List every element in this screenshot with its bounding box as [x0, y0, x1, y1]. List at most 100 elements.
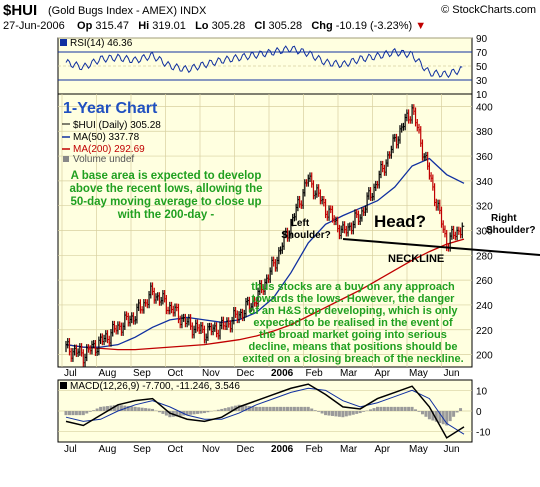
close-label: Cl [254, 20, 266, 32]
month-tick-label: Oct [168, 368, 184, 379]
price-tick-label: 300 [476, 227, 493, 238]
macd-histogram-bar [116, 404, 120, 411]
macd-histogram-bar [279, 406, 283, 411]
macd-histogram-bar [85, 411, 89, 414]
ma200-line [65, 238, 465, 351]
price-legend: $HUI (Daily) 305.28 MA(50) 337.78 MA(200… [62, 120, 161, 165]
macd-histogram-bar [410, 406, 414, 411]
month-tick-label: 2006 [271, 368, 294, 379]
macd-histogram-bar [330, 411, 334, 416]
macd-histogram-bar [396, 406, 400, 411]
month-tick-label: Dec [237, 368, 255, 379]
annotation-line: with the 200-day - [117, 209, 215, 221]
macd-histogram-bar [74, 411, 78, 416]
month-tick-label: Apr [375, 444, 391, 455]
macd-histogram-bar [227, 407, 231, 411]
macd-tick-label: -10 [476, 428, 491, 439]
price-tick-label: 340 [476, 177, 493, 188]
annotation-line: towards the lows. However, the danger [252, 293, 456, 305]
macd-histogram-bar [344, 411, 348, 417]
macd-histogram-bar [140, 407, 144, 411]
macd-histogram-bar [67, 411, 71, 416]
ticker-symbol: $HUI [3, 2, 38, 19]
macd-histogram-bar [337, 411, 341, 417]
macd-histogram-bar [448, 411, 452, 422]
price-grid [58, 94, 472, 367]
macd-histogram-bar [265, 406, 269, 411]
macd-histogram-bar [403, 406, 407, 411]
macd-histogram-bar [78, 411, 82, 416]
macd-histogram-bar [102, 406, 106, 411]
macd-legend-swatch [60, 382, 67, 389]
month-tick-label: Mar [340, 444, 358, 455]
annotation-line: Left [291, 218, 310, 229]
open-value: 315.47 [95, 20, 130, 32]
macd-histogram-bar [358, 411, 362, 414]
macd-histogram-bar [88, 411, 92, 412]
month-tick-label: Apr [375, 368, 391, 379]
annotation-line: Right [491, 213, 517, 224]
macd-histogram-bar [320, 411, 324, 414]
month-tick-label: Jun [444, 444, 460, 455]
macd-histogram-bar [230, 406, 234, 411]
ticker-description: (Gold Bugs Index - AMEX) INDX [48, 5, 207, 17]
month-tick-label: Sep [133, 444, 151, 455]
macd-histogram-bar [313, 410, 317, 411]
macd-histogram-bar [334, 411, 338, 417]
month-tick-label: Nov [202, 368, 220, 379]
rsi-axis: 90 70 50 30 10 [476, 34, 488, 101]
price-tick-label: 360 [476, 152, 493, 163]
month-tick-label: 2006 [271, 444, 294, 455]
month-tick-label: Dec [237, 444, 255, 455]
macd-histogram-bar [438, 411, 442, 423]
macd-histogram-bar [254, 406, 258, 411]
macd-histogram-bar [64, 411, 68, 416]
macd-histogram-bar [196, 411, 200, 414]
month-tick-label: Mar [340, 368, 358, 379]
macd-histogram-bar [268, 406, 272, 411]
high-value: 319.01 [152, 20, 186, 32]
macd-histogram-bar [348, 411, 352, 416]
rsi-tick-label: 90 [476, 34, 488, 45]
macd-histogram-bar [282, 406, 286, 411]
macd-legend: MACD(12,26,9) -7.700, -11.246, 3.546 [70, 381, 240, 392]
macd-histogram-bar [452, 411, 456, 417]
macd-histogram-bar [431, 411, 435, 421]
macd-histogram-bar [372, 408, 376, 411]
macd-histogram-bar [106, 406, 110, 411]
price-axis: 400 380 360 340 320 300 280 260 240 220 200 [476, 102, 493, 361]
quote-line: 27-Jun-2006 Op 315.47 Hi 319.01 Lo 305.2… [3, 20, 426, 32]
price-tick-label: 260 [476, 276, 493, 287]
macd-histogram-bar [375, 406, 379, 411]
annotation-line: of an H&S top developing, which is only [248, 305, 458, 317]
macd-histogram-bar [237, 404, 241, 411]
macd-histogram-bar [137, 407, 141, 411]
macd-histogram-bar [258, 406, 262, 411]
macd-histogram-bar [92, 410, 96, 411]
macd-histogram [64, 404, 463, 426]
month-tick-label: Jul [64, 368, 77, 379]
macd-histogram-bar [459, 408, 463, 411]
macd-histogram-bar [275, 406, 279, 411]
macd-histogram-bar [189, 411, 193, 415]
macd-histogram-bar [112, 405, 116, 411]
macd-histogram-bar [455, 411, 459, 413]
price-legend-entry: $HUI (Daily) 305.28 [73, 120, 161, 131]
macd-histogram-bar [379, 406, 383, 411]
rsi-tick-label: 30 [476, 76, 488, 87]
price-tick-label: 280 [476, 251, 493, 262]
macd-histogram-bar [216, 409, 220, 411]
macd-histogram-bar [95, 408, 99, 411]
annotation-line: 50-day moving average to close up [70, 196, 261, 208]
ma50-legend-entry: MA(50) 337.78 [73, 132, 140, 143]
macd-tick-label: 0 [476, 407, 482, 418]
annotation-line: Shoulder? [281, 230, 330, 241]
macd-histogram-bar [144, 408, 148, 411]
macd-histogram-bar [133, 406, 137, 411]
chart-title: 1-Year Chart [63, 100, 158, 117]
month-tick-label: Jul [64, 444, 77, 455]
macd-histogram-bar [285, 406, 289, 411]
macd-histogram-bar [369, 409, 373, 411]
macd-axis: 10 0 -10 [476, 386, 491, 438]
